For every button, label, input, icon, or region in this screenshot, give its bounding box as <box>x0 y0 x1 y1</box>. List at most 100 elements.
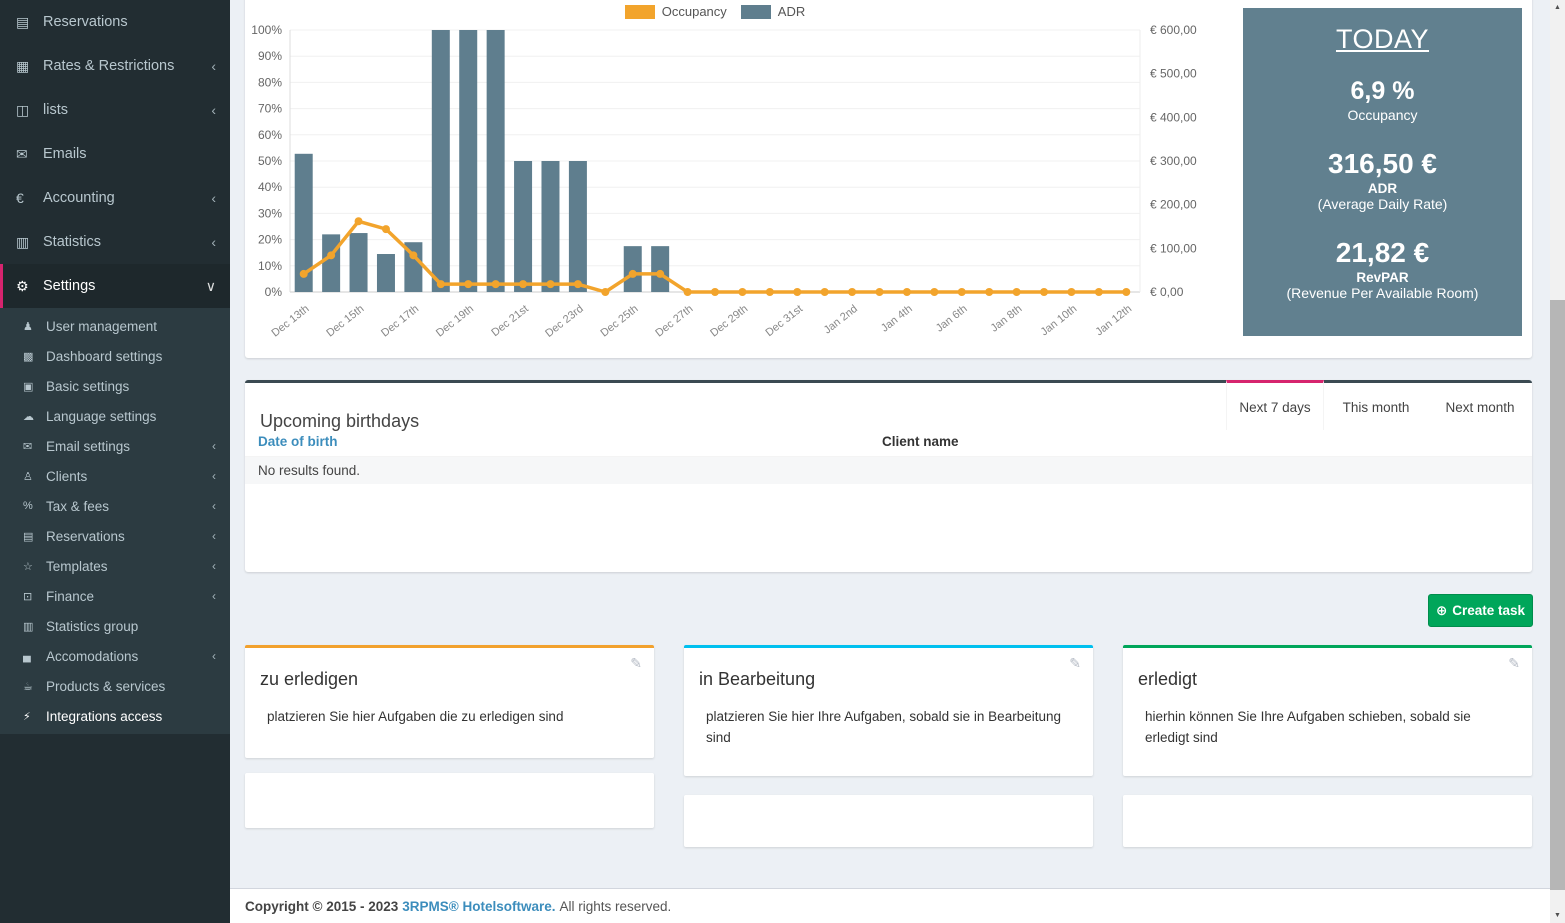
task-column-description: platzieren Sie hier Aufgaben die zu erle… <box>267 707 630 728</box>
sidebar-subitem-label: Language settings <box>46 409 156 424</box>
occupancy-point <box>656 270 664 278</box>
sidebar-subitem-label: Tax & fees <box>46 499 109 514</box>
birthdays-table-header: Date of birth Client name <box>245 430 1532 457</box>
upcoming-birthdays-card: Upcoming birthdays Next 7 daysThis month… <box>245 380 1532 572</box>
pencil-icon[interactable]: ✎ <box>1508 655 1520 672</box>
occupancy-point <box>629 270 637 278</box>
legend-item-occupancy[interactable]: Occupancy <box>625 4 727 19</box>
sidebar-subitem-dashboard-settings[interactable]: ▩Dashboard settings <box>0 341 230 371</box>
sidebar-item-label: Statistics <box>43 234 101 250</box>
occupancy-point <box>492 280 500 288</box>
column-header-client-name: Client name <box>882 434 959 449</box>
sidebar-subitem-statistics-group[interactable]: ▥Statistics group <box>0 611 230 641</box>
occupancy-point <box>766 288 774 296</box>
sidebar-item-statistics[interactable]: ▥Statistics‹ <box>0 220 230 264</box>
occupancy-point <box>848 288 856 296</box>
sidebar-subitem-accomodations[interactable]: ▄Accomodations‹ <box>0 641 230 671</box>
sidebar-subitem-language-settings[interactable]: ☁Language settings <box>0 401 230 431</box>
tab-this-month[interactable]: This month <box>1324 380 1428 430</box>
gears-icon: ⚙ <box>16 278 43 295</box>
occupancy-line <box>304 221 1127 292</box>
sidebar-subitem-clients[interactable]: ♙Clients‹ <box>0 461 230 491</box>
no-results-row: No results found. <box>245 457 1532 484</box>
building-icon: ▣ <box>23 380 46 393</box>
table-icon: ▦ <box>16 58 43 75</box>
sidebar-subitem-label: Templates <box>46 559 108 574</box>
occupancy-point <box>519 280 527 288</box>
x-axis-label: Dec 13th <box>269 303 311 340</box>
sidebar-subitem-finance[interactable]: ⊡Finance‹ <box>0 581 230 611</box>
vertical-scrollbar[interactable]: ▲ ▼ <box>1550 0 1565 923</box>
occupancy-point <box>1067 288 1075 296</box>
sidebar-item-accounting[interactable]: €Accounting‹ <box>0 176 230 220</box>
sidebar-subitem-label: Basic settings <box>46 379 129 394</box>
legend-swatch <box>741 5 771 19</box>
percent-icon: % <box>23 500 46 512</box>
sidebar-subitem-label: Accomodations <box>46 649 138 664</box>
right-axis-tick: € 200,00 <box>1150 198 1197 212</box>
adr-sublabel: (Average Daily Rate) <box>1243 196 1522 212</box>
x-axis-label: Dec 21st <box>489 303 531 339</box>
sidebar-subitem-email-settings[interactable]: ✉Email settings‹ <box>0 431 230 461</box>
sidebar-subitem-templates[interactable]: ☆Templates‹ <box>0 551 230 581</box>
sidebar-subitem-basic-settings[interactable]: ▣Basic settings <box>0 371 230 401</box>
x-axis-label: Dec 29th <box>708 303 750 340</box>
user-icon: ♙ <box>23 470 46 483</box>
sidebar-item-settings[interactable]: ⚙Settings∨ <box>0 264 230 308</box>
scrollbar-thumb[interactable] <box>1550 300 1565 890</box>
book-icon: ◫ <box>16 102 43 119</box>
occupancy-label: Occupancy <box>1243 107 1522 123</box>
occupancy-point <box>1013 288 1021 296</box>
left-axis-tick: 60% <box>258 128 282 142</box>
pencil-icon[interactable]: ✎ <box>1069 655 1081 672</box>
chevron-down-icon: ∨ <box>206 278 216 295</box>
task-column-title: zu erledigen <box>260 669 654 690</box>
plus-circle-icon: ⊕ <box>1436 603 1447 619</box>
tab-next-month[interactable]: Next month <box>1428 380 1532 430</box>
sidebar-subitem-products-services[interactable]: ☕Products & services <box>0 671 230 701</box>
left-axis-tick: 0% <box>265 285 283 299</box>
x-axis-label: Jan 2nd <box>822 303 860 337</box>
task-column-1: ✎zu erledigen platzieren Sie hier Aufgabe… <box>245 645 654 758</box>
birthdays-title: Upcoming birthdays <box>260 411 419 432</box>
sidebar-subitem-label: Dashboard settings <box>46 349 162 364</box>
revpar-sublabel: (Revenue Per Available Room) <box>1243 285 1522 301</box>
sidebar-subitem-user-management[interactable]: ♟User management <box>0 311 230 341</box>
sidebar-item-emails[interactable]: ✉Emails <box>0 132 230 176</box>
sidebar-subitem-label: Finance <box>46 589 94 604</box>
tab-next-7-days[interactable]: Next 7 days <box>1226 380 1324 430</box>
left-axis-tick: 30% <box>258 206 282 220</box>
task-column-description: platzieren Sie hier Ihre Aufgaben, sobal… <box>706 707 1069 749</box>
left-axis-tick: 70% <box>258 102 282 116</box>
chevron-left-icon: ‹ <box>212 439 216 453</box>
create-task-button[interactable]: ⊕ Create task <box>1428 594 1533 627</box>
sidebar-subitem-label: Reservations <box>46 529 125 544</box>
right-axis-tick: € 0,00 <box>1150 285 1184 299</box>
scroll-down-arrow[interactable]: ▼ <box>1550 908 1565 923</box>
sidebar-item-rates-restrictions[interactable]: ▦Rates & Restrictions‹ <box>0 44 230 88</box>
sidebar-subitem-integrations-access[interactable]: ⚡Integrations access <box>0 701 230 731</box>
x-axis-label: Dec 17th <box>379 303 421 340</box>
legend-label: Occupancy <box>662 4 727 19</box>
x-axis-label: Dec 31st <box>764 303 806 339</box>
occupancy-point <box>546 280 554 288</box>
column-header-date-of-birth[interactable]: Date of birth <box>258 434 338 449</box>
bar-chart-icon: ▥ <box>23 620 46 633</box>
occupancy-point <box>876 288 884 296</box>
chevron-left-icon: ‹ <box>212 589 216 603</box>
sidebar-item-lists[interactable]: ◫lists‹ <box>0 88 230 132</box>
scroll-up-arrow[interactable]: ▲ <box>1550 0 1565 15</box>
sidebar-subitem-tax-fees[interactable]: %Tax & fees‹ <box>0 491 230 521</box>
occupancy-point <box>793 288 801 296</box>
occupancy-point <box>903 288 911 296</box>
pencil-icon[interactable]: ✎ <box>630 655 642 672</box>
star-icon: ☆ <box>23 560 46 573</box>
sidebar-subitem-reservations[interactable]: ▤Reservations‹ <box>0 521 230 551</box>
legend-item-adr[interactable]: ADR <box>741 4 805 19</box>
occupancy-point <box>601 288 609 296</box>
chevron-left-icon: ‹ <box>212 469 216 483</box>
footer-brand-link[interactable]: 3RPMS® Hotelsoftware. <box>402 899 555 914</box>
sidebar-item-reservations[interactable]: ▤Reservations <box>0 0 230 44</box>
sidebar-subitem-label: Integrations access <box>46 709 162 724</box>
left-axis-tick: 40% <box>258 180 282 194</box>
